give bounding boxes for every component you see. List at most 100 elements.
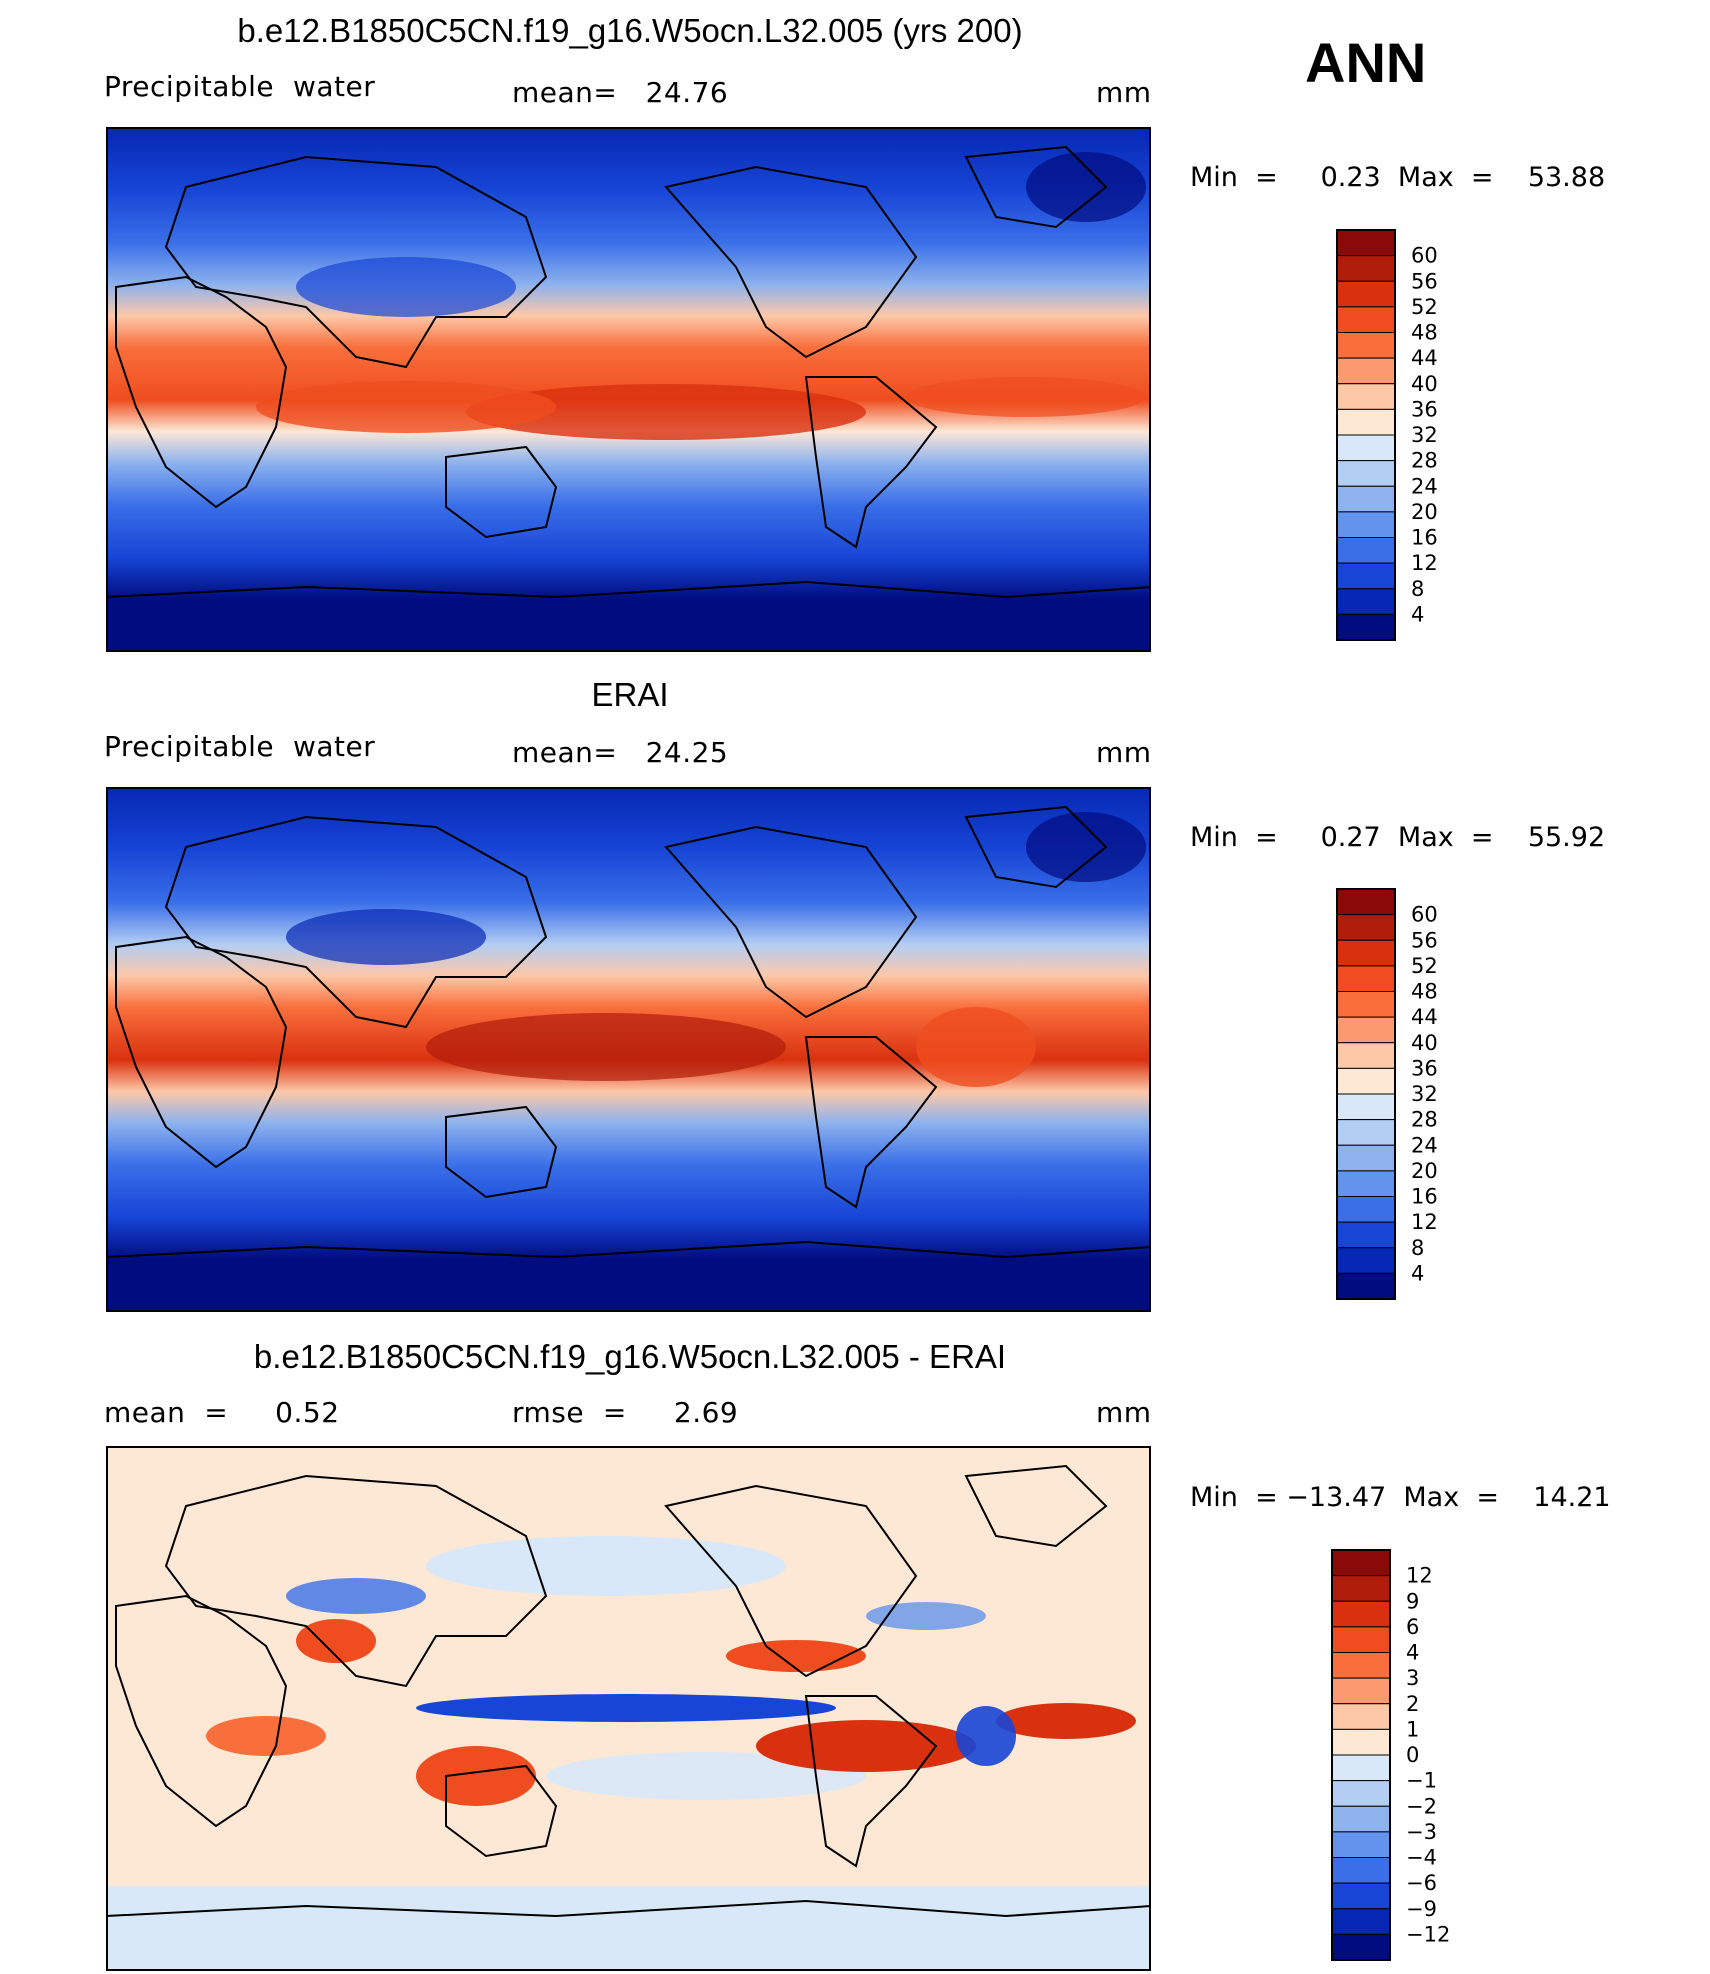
colorbar-label: 28 [1411, 1108, 1438, 1132]
colorbar-label: 2 [1406, 1692, 1419, 1716]
colorbar-label: −9 [1406, 1897, 1437, 1921]
colorbar-label: −6 [1406, 1871, 1437, 1895]
colorbar-box [1331, 1933, 1391, 1961]
panel-1-map [106, 127, 1151, 652]
colorbar-box [1336, 1170, 1396, 1197]
colorbar-box [1336, 332, 1396, 359]
panel-2-title: ERAI [591, 676, 669, 713]
colorbar-box [1336, 991, 1396, 1018]
panel-2-minmax: Min = 0.27 Max = 55.92 [1190, 822, 1606, 853]
colorbar-label: −1 [1406, 1769, 1437, 1793]
panel-2-variable-label: Precipitable water [104, 730, 376, 763]
colorbar-box [1336, 1093, 1396, 1121]
panel-1-mean-label: mean= 24.76 [512, 76, 729, 109]
colorbar-label: 3 [1406, 1666, 1419, 1690]
colorbar-box [1336, 434, 1396, 462]
colorbar-label: 4 [1406, 1641, 1419, 1665]
colorbar-box [1336, 613, 1396, 641]
colorbar-label: 60 [1411, 903, 1438, 927]
colorbar-label: 8 [1411, 1236, 1424, 1260]
colorbar-box [1331, 1626, 1391, 1653]
panel-3-mean-label: mean = 0.52 [104, 1396, 340, 1429]
colorbar-box [1336, 1221, 1396, 1249]
colorbar-box [1336, 1144, 1396, 1172]
colorbar-label: 60 [1411, 244, 1438, 268]
colorbar-box [1331, 1652, 1391, 1679]
colorbar-label: 36 [1411, 1056, 1438, 1080]
colorbar-label: 48 [1411, 980, 1438, 1004]
panel-1-variable-label: Precipitable water [104, 70, 376, 103]
colorbar-label: 40 [1411, 1031, 1438, 1055]
colorbar-box [1331, 1575, 1391, 1602]
colorbar-box [1331, 1677, 1391, 1705]
colorbar-label: 16 [1411, 526, 1438, 550]
colorbar-label: 8 [1411, 577, 1424, 601]
colorbar-box [1336, 1119, 1396, 1146]
colorbar-box [1336, 485, 1396, 513]
colorbar-label: 20 [1411, 500, 1438, 524]
colorbar-box [1331, 1831, 1391, 1858]
colorbar-box [1336, 965, 1396, 992]
colorbar-box [1336, 460, 1396, 487]
colorbar-box [1331, 1857, 1391, 1884]
colorbar-box [1336, 306, 1396, 333]
colorbar-box [1336, 408, 1396, 436]
colorbar-box [1336, 939, 1396, 967]
colorbar-label: 0 [1406, 1743, 1419, 1767]
colorbar-box [1336, 888, 1396, 916]
panel-1-units-label: mm [1096, 76, 1152, 109]
colorbar-box [1331, 1600, 1391, 1628]
colorbar-box [1336, 229, 1396, 257]
colorbar-label: 32 [1411, 1082, 1438, 1106]
panel-3-map [106, 1446, 1151, 1971]
colorbar-label: 12 [1411, 1210, 1438, 1234]
colorbar-label: 12 [1411, 551, 1438, 575]
colorbar-box [1331, 1728, 1391, 1756]
colorbar-label: 16 [1411, 1185, 1438, 1209]
colorbar-label: 9 [1406, 1589, 1419, 1613]
colorbar-label: 44 [1411, 346, 1438, 370]
panel-1-title: b.e12.B1850C5CN.f19_g16.W5ocn.L32.005 (y… [237, 12, 1023, 49]
colorbar-box [1336, 1272, 1396, 1300]
colorbar-box [1336, 537, 1396, 564]
colorbar-label: 20 [1411, 1159, 1438, 1183]
panel-3-minmax: Min = −13.47 Max = 14.21 [1190, 1482, 1611, 1513]
colorbar-label: 56 [1411, 269, 1438, 293]
colorbar-label: 12 [1406, 1564, 1433, 1588]
colorbar-box [1336, 1247, 1396, 1274]
colorbar-label: 24 [1411, 474, 1438, 498]
colorbar-label: 6 [1406, 1615, 1419, 1639]
colorbar-frame [1336, 888, 1396, 1300]
panel-3-rmse-label: rmse = 2.69 [512, 1396, 739, 1429]
colorbar-box [1336, 1067, 1396, 1095]
colorbar-box [1336, 1042, 1396, 1069]
colorbar-box [1331, 1780, 1391, 1807]
panel-2-mean-label: mean= 24.25 [512, 736, 729, 769]
colorbar-label: 32 [1411, 423, 1438, 447]
colorbar-frame [1336, 229, 1396, 641]
colorbar-label: −12 [1406, 1922, 1450, 1946]
colorbar-label: 40 [1411, 372, 1438, 396]
colorbar-label: 28 [1411, 449, 1438, 473]
colorbar-label: −4 [1406, 1846, 1437, 1870]
colorbar-box [1336, 1196, 1396, 1223]
colorbar-box [1331, 1805, 1391, 1833]
colorbar-box [1331, 1549, 1391, 1577]
colorbar-label: 24 [1411, 1133, 1438, 1157]
colorbar-label: 1 [1406, 1717, 1419, 1741]
panel-1-minmax: Min = 0.23 Max = 53.88 [1190, 162, 1606, 193]
colorbar-box [1336, 562, 1396, 590]
colorbar-label: −3 [1406, 1820, 1437, 1844]
colorbar-box [1331, 1908, 1391, 1935]
colorbar-label: 4 [1411, 1261, 1424, 1285]
colorbar-box [1331, 1703, 1391, 1730]
colorbar-label: 52 [1411, 954, 1438, 978]
colorbar-label: 52 [1411, 295, 1438, 319]
colorbar-frame [1331, 1549, 1391, 1961]
colorbar-label: 4 [1411, 602, 1424, 626]
colorbar-box [1336, 280, 1396, 308]
colorbar-box [1331, 1754, 1391, 1782]
colorbar-label: −2 [1406, 1794, 1437, 1818]
